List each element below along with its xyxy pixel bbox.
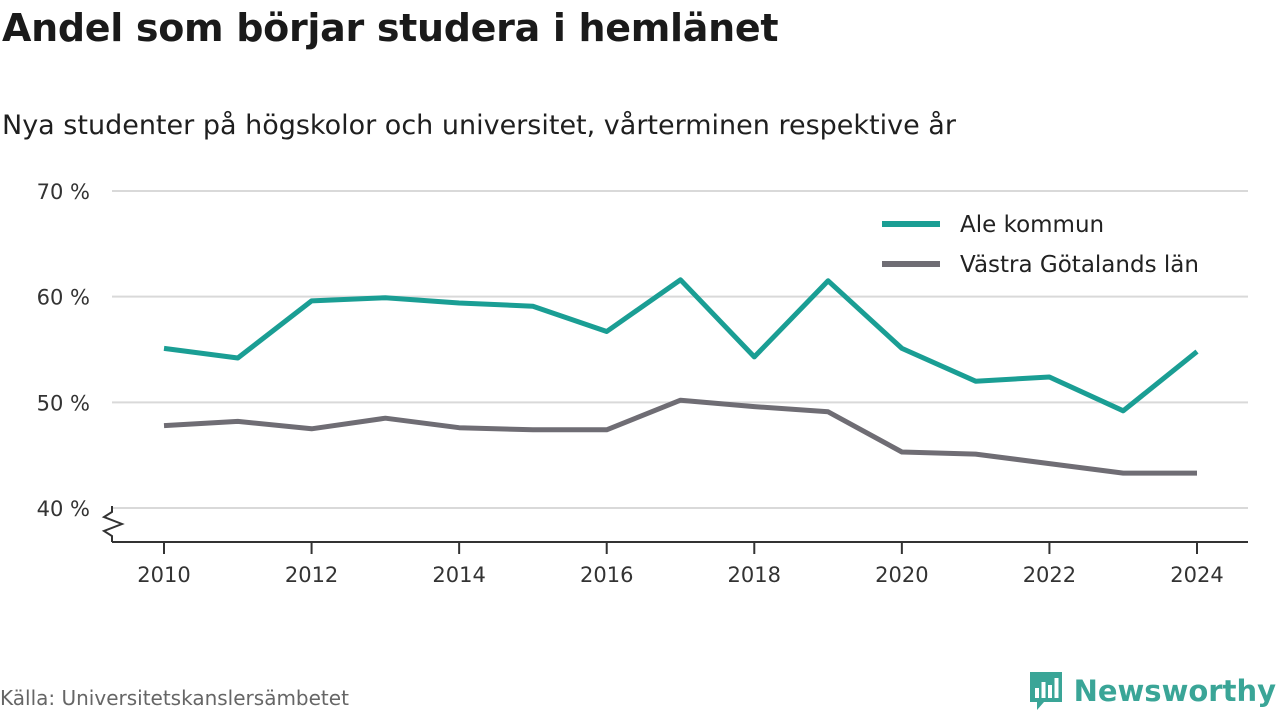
x-tick-label: 2016 bbox=[580, 563, 633, 587]
legend: Ale kommun Västra Götalands län bbox=[882, 212, 1199, 278]
y-tick-label: 60 % bbox=[37, 286, 90, 310]
series-vastra-gotalands-lan-line bbox=[163, 397, 1197, 476]
x-tick-label: 2010 bbox=[137, 563, 190, 587]
y-tick-label: 40 % bbox=[37, 497, 90, 521]
series-lines bbox=[163, 277, 1199, 476]
legend-label: Västra Götalands län bbox=[960, 252, 1199, 278]
legend-label: Ale kommun bbox=[960, 212, 1104, 238]
brand: Newsworthy bbox=[1028, 670, 1276, 712]
chart-title: Andel som börjar studera i hemlänet bbox=[2, 6, 779, 50]
source-note: Källa: Universitetskanslersämbetet bbox=[0, 686, 349, 710]
x-tick-label: 2012 bbox=[285, 563, 338, 587]
x-tick-label: 2020 bbox=[875, 563, 928, 587]
zigzag-axis-break-icon bbox=[101, 506, 125, 542]
brand-name: Newsworthy bbox=[1073, 674, 1276, 708]
y-tick-label: 50 % bbox=[37, 391, 90, 415]
line-chart: 40 % 50 % 60 % 70 % 2010 2012 2014 2016 2018 202… bbox=[37, 180, 1248, 587]
x-axis-labels: 2010 2012 2014 2016 2018 2020 2022 2024 bbox=[137, 563, 1223, 587]
chart-subtitle: Nya studenter på högskolor och universit… bbox=[2, 110, 956, 141]
x-tick-label: 2022 bbox=[1023, 563, 1076, 587]
x-tick-label: 2014 bbox=[432, 563, 485, 587]
x-axis bbox=[101, 506, 1248, 554]
y-tick-label: 70 % bbox=[37, 180, 90, 204]
y-axis-labels: 40 % 50 % 60 % 70 % bbox=[37, 180, 90, 521]
x-tick-label: 2024 bbox=[1170, 563, 1223, 587]
bar-chart-speech-bubble-icon bbox=[1029, 672, 1062, 710]
gridlines bbox=[112, 190, 1248, 509]
x-tick-label: 2018 bbox=[728, 563, 781, 587]
series-ale-kommun-line bbox=[163, 277, 1199, 414]
